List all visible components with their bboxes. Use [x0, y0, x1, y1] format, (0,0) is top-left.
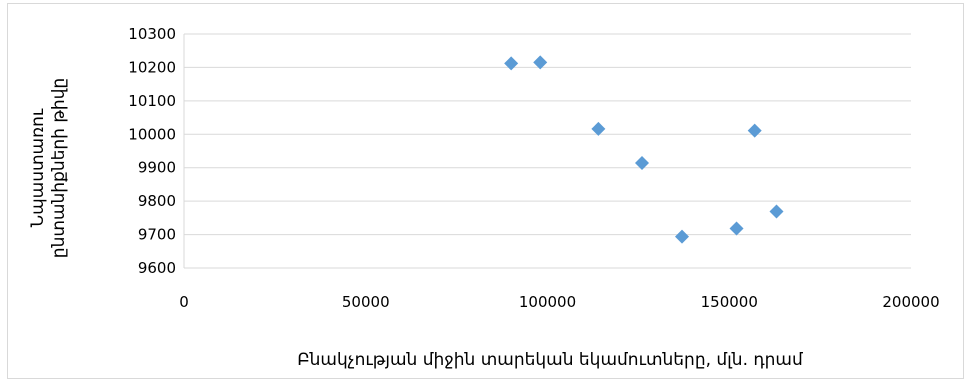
- data-point: [747, 123, 762, 138]
- x-tick-label: 200000: [882, 293, 939, 311]
- data-point: [635, 156, 650, 171]
- x-tick-label: 100000: [519, 293, 576, 311]
- data-point: [769, 204, 784, 219]
- y-tick-label: 9800: [138, 192, 176, 210]
- data-point: [591, 121, 606, 136]
- y-tick-label: 9600: [138, 259, 176, 277]
- y-tick-label: 10200: [128, 58, 176, 76]
- chart-frame: [7, 3, 964, 379]
- data-point: [674, 229, 689, 244]
- data-point: [533, 55, 548, 70]
- data-points: [504, 55, 784, 244]
- y-axis-title-line-2: ընտանիքների թիվը: [49, 78, 69, 258]
- data-point: [729, 221, 744, 236]
- x-tick-label: 0: [179, 293, 189, 311]
- y-axis-title: Նպաստառու ընտանիքների թիվը: [28, 78, 69, 258]
- x-tick-label: 150000: [701, 293, 758, 311]
- y-tick-label: 10100: [128, 92, 176, 110]
- x-tick-label: 50000: [342, 293, 390, 311]
- y-tick-label: 10000: [128, 125, 176, 143]
- gridlines: [183, 33, 911, 269]
- x-axis-ticks: 0 50000 100000 150000 200000: [179, 293, 939, 311]
- x-axis-title: Բնակչության միջին տարեկան եկամուտները, մ…: [297, 350, 803, 370]
- y-tick-label: 9700: [138, 226, 176, 244]
- data-point: [504, 56, 519, 71]
- y-axis-ticks: 9600 9700 9800 9900 10000 10100 10200 10300: [128, 25, 176, 277]
- y-axis-title-line-1: Նպաստառու: [28, 108, 48, 227]
- y-tick-label: 9900: [138, 159, 176, 177]
- y-tick-label: 10300: [128, 25, 176, 43]
